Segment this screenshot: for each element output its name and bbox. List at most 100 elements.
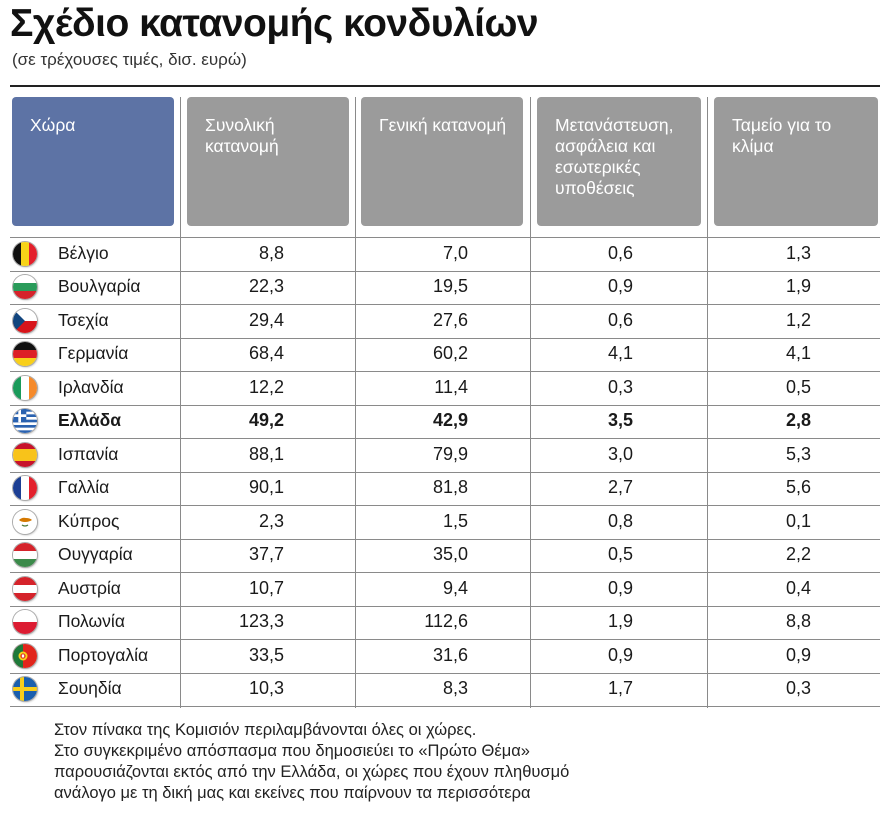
cell-total: 22,3 xyxy=(248,276,284,297)
header-migration: Μετανάστευση, ασφάλεια και εσωτερικές υπ… xyxy=(537,97,701,226)
cell-climate: 5,3 xyxy=(785,443,811,464)
cell-total: 37,7 xyxy=(248,544,284,565)
cell-country: Πολωνία xyxy=(58,611,125,632)
column-divider xyxy=(530,97,531,708)
cell-country: Κύπρος xyxy=(58,510,120,531)
spain-flag-icon xyxy=(13,442,37,467)
cyprus-flag-icon xyxy=(13,509,37,534)
cell-general: 19,5 xyxy=(432,276,468,297)
cell-total: 123,3 xyxy=(238,611,284,632)
footnote-line: παρουσιάζονται εκτός από την Ελλάδα, οι … xyxy=(54,763,570,781)
row-divider xyxy=(10,405,880,406)
row-divider xyxy=(10,673,880,674)
ireland-flag-icon xyxy=(13,375,37,400)
cell-country: Βουλγαρία xyxy=(58,276,141,297)
cell-country: Βέλγιο xyxy=(58,242,109,263)
cell-general: 60,2 xyxy=(432,343,468,364)
cell-country: Σουηδία xyxy=(58,678,122,699)
cell-general: 112,6 xyxy=(424,611,468,632)
cell-general: 79,9 xyxy=(432,443,468,464)
chart-title: Σχέδιο κατανομής κονδυλίων xyxy=(10,2,539,45)
header-country: Χώρα xyxy=(12,97,174,226)
cell-migration: 0,3 xyxy=(607,376,633,397)
cell-climate: 0,5 xyxy=(785,376,811,397)
austria-flag-icon xyxy=(13,576,37,601)
cell-total: 68,4 xyxy=(248,343,284,364)
czechia-flag-icon xyxy=(13,308,37,333)
cell-migration: 0,9 xyxy=(607,276,633,297)
hungary-flag-icon xyxy=(13,543,37,568)
cell-general: 9,4 xyxy=(442,577,468,598)
cell-climate: 2,8 xyxy=(785,410,811,431)
greece-flag-icon xyxy=(13,409,37,434)
cell-climate: 8,8 xyxy=(785,611,811,632)
row-divider xyxy=(10,572,880,573)
cell-total: 10,3 xyxy=(248,678,284,699)
top-rule xyxy=(10,85,880,87)
cell-general: 27,6 xyxy=(432,309,468,330)
header-total: Συνολική κατανομή xyxy=(187,97,349,226)
cell-climate: 5,6 xyxy=(785,477,811,498)
cell-migration: 0,9 xyxy=(607,577,633,598)
cell-climate: 0,1 xyxy=(785,510,811,531)
footnote: Στον πίνακα της Κομισιόν περιλαμβάνονται… xyxy=(54,720,569,804)
cell-general: 81,8 xyxy=(432,477,468,498)
cell-country: Ισπανία xyxy=(58,443,119,464)
cell-migration: 1,7 xyxy=(607,678,633,699)
cell-total: 88,1 xyxy=(248,443,284,464)
cell-general: 8,3 xyxy=(442,678,468,699)
cell-climate: 0,9 xyxy=(785,644,811,665)
row-divider xyxy=(10,505,880,506)
cell-total: 29,4 xyxy=(248,309,284,330)
cell-climate: 4,1 xyxy=(785,343,811,364)
cell-total: 8,8 xyxy=(258,242,284,263)
cell-total: 2,3 xyxy=(258,510,284,531)
cell-migration: 0,5 xyxy=(607,544,633,565)
cell-climate: 1,2 xyxy=(785,309,811,330)
cell-migration: 2,7 xyxy=(607,477,633,498)
cell-climate: 0,4 xyxy=(785,577,811,598)
row-divider xyxy=(10,237,880,238)
row-divider xyxy=(10,304,880,305)
row-divider xyxy=(10,371,880,372)
sweden-flag-icon xyxy=(13,677,37,702)
cell-country: Αυστρία xyxy=(58,577,121,598)
row-divider xyxy=(10,271,880,272)
cell-migration: 4,1 xyxy=(607,343,633,364)
cell-total: 12,2 xyxy=(248,376,284,397)
row-divider xyxy=(10,706,880,707)
cell-migration: 3,0 xyxy=(607,443,633,464)
header-general: Γενική κατανομή xyxy=(361,97,523,226)
footnote-line: Στον πίνακα της Κομισιόν περιλαμβάνονται… xyxy=(54,721,477,739)
cell-total: 90,1 xyxy=(248,477,284,498)
cell-migration: 3,5 xyxy=(607,410,633,431)
cell-general: 42,9 xyxy=(432,410,468,431)
cell-migration: 1,9 xyxy=(607,611,633,632)
cell-migration: 0,6 xyxy=(607,242,633,263)
row-divider xyxy=(10,472,880,473)
cell-general: 35,0 xyxy=(432,544,468,565)
germany-flag-icon xyxy=(13,342,37,367)
cell-general: 1,5 xyxy=(442,510,468,531)
cell-climate: 1,3 xyxy=(785,242,811,263)
cell-climate: 2,2 xyxy=(785,544,811,565)
row-divider xyxy=(10,338,880,339)
cell-country: Ελλάδα xyxy=(58,410,122,431)
belgium-flag-icon xyxy=(13,241,37,266)
cell-climate: 1,9 xyxy=(785,276,811,297)
cell-total: 33,5 xyxy=(248,644,284,665)
france-flag-icon xyxy=(13,476,37,501)
row-divider xyxy=(10,438,880,439)
cell-country: Γερμανία xyxy=(58,343,129,364)
cell-migration: 0,8 xyxy=(607,510,633,531)
cell-country: Πορτογαλία xyxy=(58,644,149,665)
cell-general: 7,0 xyxy=(442,242,468,263)
cell-general: 31,6 xyxy=(432,644,468,665)
column-divider xyxy=(180,97,181,708)
row-divider xyxy=(10,606,880,607)
portugal-flag-icon xyxy=(13,643,37,668)
column-divider xyxy=(707,97,708,708)
cell-migration: 0,9 xyxy=(607,644,633,665)
bulgaria-flag-icon xyxy=(13,275,37,300)
poland-flag-icon xyxy=(13,610,37,635)
